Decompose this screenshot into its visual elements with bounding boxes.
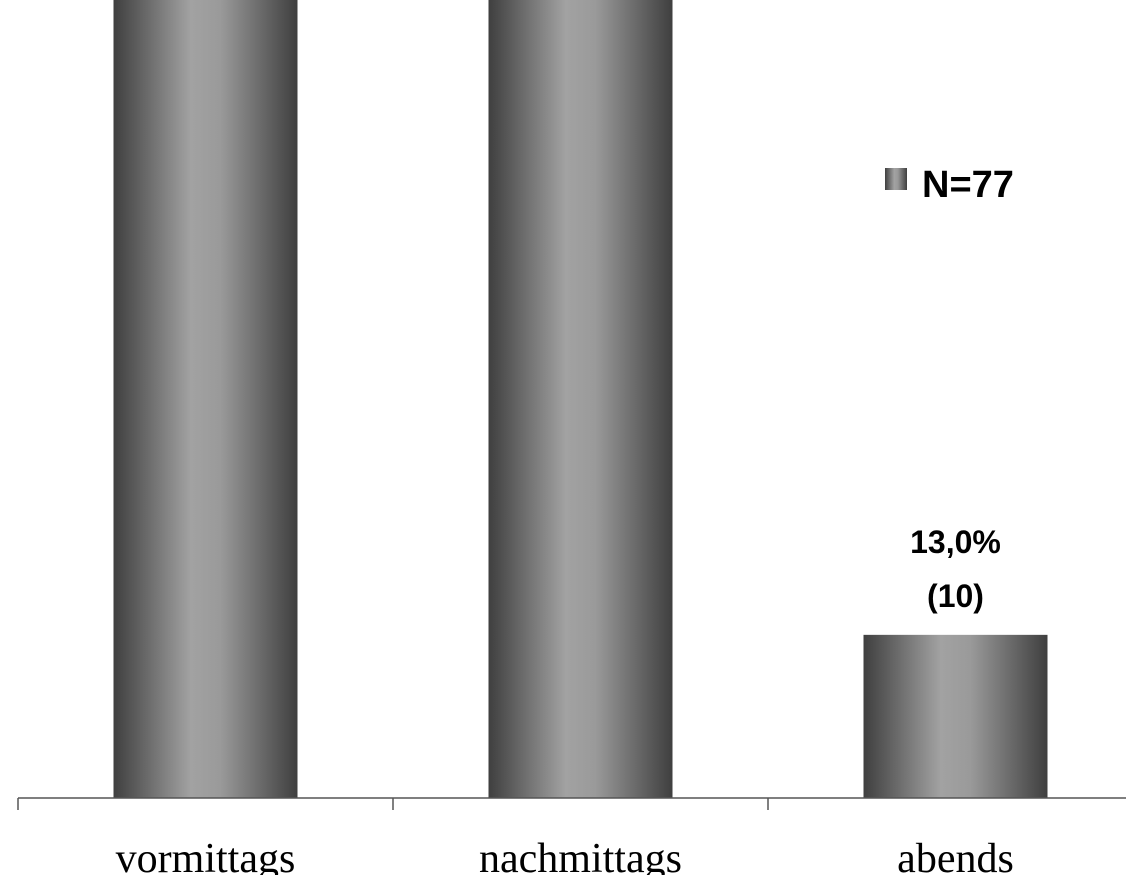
bar-nachmittags — [488, 0, 673, 798]
category-label-abends: abends — [897, 836, 1014, 875]
bar-vormittags — [113, 0, 298, 798]
legend-swatch — [885, 168, 907, 190]
value-label-percent: 13,0% — [910, 524, 1001, 560]
legend: N=77 — [885, 164, 1014, 206]
value-label-count: (10) — [927, 578, 984, 614]
value-labels-group: 63,6%(49)67,5%(52)13,0%(10) — [910, 524, 1001, 614]
bar-abends — [863, 634, 1048, 798]
category-labels-group: vormittags nachmittags abends — [116, 836, 1014, 875]
x-axis — [17, 797, 1126, 810]
category-label-vormittags: vormittags — [116, 836, 296, 875]
category-label-nachmittags: nachmittags — [479, 836, 682, 875]
bars-group — [113, 0, 1048, 798]
legend-label: N=77 — [922, 164, 1014, 206]
